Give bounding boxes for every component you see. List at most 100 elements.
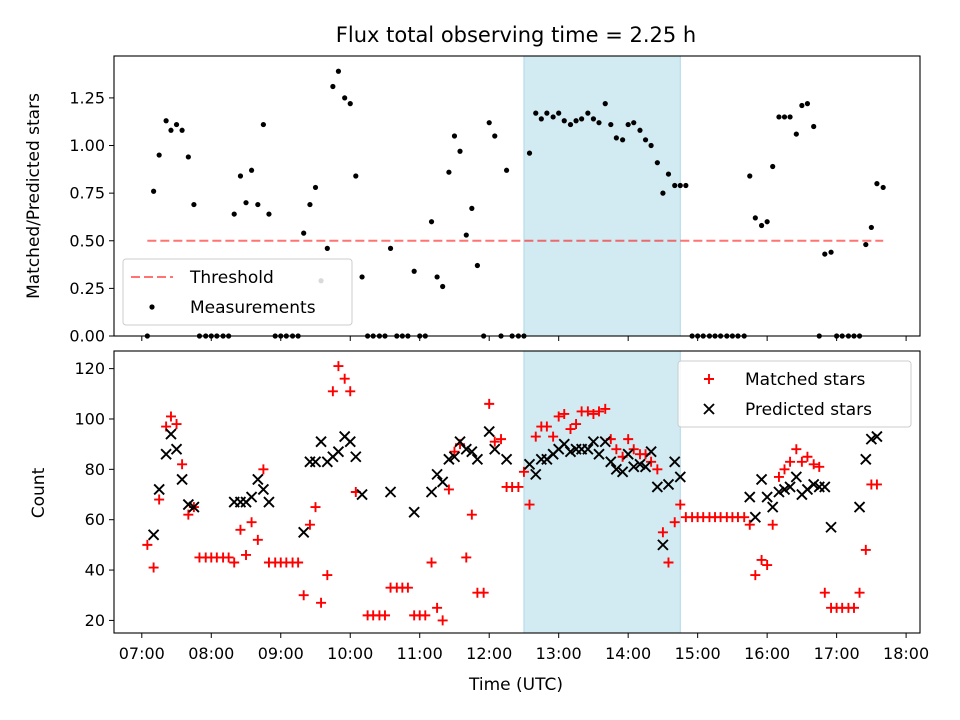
top-y-tick-label: 1.00 xyxy=(69,136,105,155)
data-point xyxy=(865,433,878,445)
x-tick-label: 16:00 xyxy=(744,644,790,663)
x-tick-label: 07:00 xyxy=(119,644,165,663)
data-point xyxy=(802,451,813,462)
top-legend: Threshold Measurements xyxy=(122,258,353,326)
data-point xyxy=(683,182,689,189)
bottom-y-axis-label: Count xyxy=(29,467,49,518)
data-point xyxy=(758,222,765,229)
x-tick-label: 12:00 xyxy=(466,644,512,663)
data-point xyxy=(384,486,397,498)
chart-title: Flux total observing time = 2.25 h xyxy=(336,23,696,47)
data-point xyxy=(665,171,672,177)
data-point xyxy=(484,398,495,409)
data-point xyxy=(154,494,165,505)
data-point xyxy=(235,524,246,535)
data-point xyxy=(804,101,811,107)
top-y-tick-label: 0.00 xyxy=(69,327,105,346)
bottom-y-tick-label: 20 xyxy=(85,611,105,630)
data-point xyxy=(379,610,390,621)
data-point xyxy=(814,461,825,472)
data-point xyxy=(747,173,753,179)
data-point xyxy=(474,262,480,269)
data-point xyxy=(819,587,830,598)
data-point xyxy=(307,201,313,208)
data-point xyxy=(500,453,513,465)
data-point xyxy=(770,163,776,170)
data-point xyxy=(600,403,611,414)
data-point xyxy=(550,114,556,120)
legend-measurements-swatch xyxy=(149,304,155,310)
data-point xyxy=(634,458,646,470)
data-point xyxy=(625,121,631,128)
data-point xyxy=(411,268,417,274)
top-panel: 0.00 0.25 0.50 0.75 1.00 1.25 Threshold Measure… xyxy=(69,55,921,346)
data-point xyxy=(142,539,153,550)
data-point xyxy=(229,557,240,568)
data-point xyxy=(781,114,788,120)
data-point xyxy=(246,517,257,528)
data-point xyxy=(611,444,622,455)
data-point xyxy=(773,471,784,482)
data-point xyxy=(764,219,770,225)
data-point xyxy=(579,116,585,122)
data-point xyxy=(315,435,327,448)
data-point xyxy=(645,446,657,458)
data-point xyxy=(663,557,674,568)
data-point xyxy=(466,509,477,520)
data-point xyxy=(571,419,582,430)
data-point xyxy=(616,466,629,478)
legend-predicted-label: Predicted stars xyxy=(745,400,872,420)
data-point xyxy=(345,386,356,397)
data-point xyxy=(533,110,539,116)
data-point xyxy=(593,448,605,460)
data-point xyxy=(188,501,200,513)
data-point xyxy=(231,211,237,217)
data-point xyxy=(808,478,820,491)
bottom-y-tick-label: 60 xyxy=(85,510,105,529)
data-point xyxy=(620,137,626,143)
data-point xyxy=(431,468,443,481)
data-point xyxy=(677,182,683,189)
x-tick-label: 11:00 xyxy=(397,644,443,663)
data-point xyxy=(255,201,261,208)
data-point xyxy=(860,544,871,555)
data-point xyxy=(466,446,478,458)
data-point xyxy=(513,481,524,492)
x-tick-label: 09:00 xyxy=(258,644,304,663)
data-point xyxy=(582,406,593,417)
data-point xyxy=(437,615,448,626)
data-point xyxy=(790,471,802,483)
data-point xyxy=(628,461,640,473)
data-point xyxy=(245,491,258,503)
data-point xyxy=(767,501,779,513)
data-point xyxy=(425,486,438,498)
data-point xyxy=(752,215,758,221)
data-point xyxy=(298,590,309,601)
data-point xyxy=(553,411,564,422)
data-point xyxy=(652,464,663,475)
data-point xyxy=(304,519,315,530)
series-predicted-stars xyxy=(147,425,883,551)
data-point xyxy=(561,118,567,124)
data-point xyxy=(432,602,443,613)
top-highlight-span xyxy=(523,55,681,337)
data-point xyxy=(524,499,535,510)
data-point xyxy=(776,114,782,120)
data-point xyxy=(784,481,796,493)
data-point xyxy=(163,118,169,124)
data-point xyxy=(651,481,664,493)
data-point xyxy=(252,473,264,486)
data-point xyxy=(478,587,489,598)
data-point xyxy=(342,95,348,101)
data-point xyxy=(819,481,831,493)
data-point xyxy=(523,458,536,470)
legend-measurements-label: Measurements xyxy=(190,298,316,318)
data-point xyxy=(420,610,431,621)
data-point xyxy=(298,526,310,538)
top-y-axis-label: Matched/Predicted stars xyxy=(24,93,44,299)
data-point xyxy=(657,527,668,538)
data-point xyxy=(333,361,344,372)
data-point xyxy=(825,521,837,533)
data-point xyxy=(848,602,859,613)
data-point xyxy=(461,552,472,563)
